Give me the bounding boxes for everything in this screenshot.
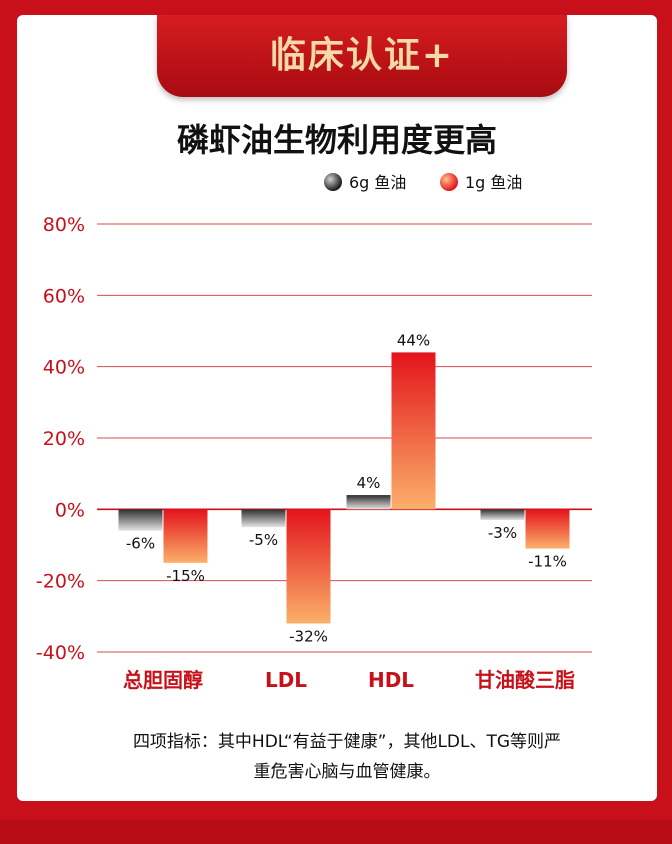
- header-banner: 临床认证+: [157, 15, 567, 97]
- bar-chart: 80% 60% 40% 20% 0% -20% -40% -6% -15% 总胆固醇 -5% -32…: [36, 173, 592, 692]
- grid-lines: 80% 60% 40% 20% 0% -20% -40%: [36, 214, 592, 664]
- data-labels: -6% -15% 总胆固醇 -5% -32% LDL 4% 44% HDL -3% -11% 甘油酸三…: [123, 331, 575, 692]
- chart-title: 磷虾油生物利用度更高: [176, 121, 497, 159]
- footnote-line-1: 四项指标：其中HDL“有益于健康”，其他LDL、TG等则严: [132, 732, 562, 752]
- y-tick-label: 0%: [55, 499, 85, 521]
- x-category-label: 甘油酸三脂: [475, 668, 575, 692]
- y-tick-label: -40%: [36, 642, 85, 664]
- legend-marker: [324, 173, 342, 191]
- bottom-strip: [0, 820, 672, 844]
- data-label: -5%: [249, 531, 278, 549]
- bar: [480, 509, 525, 521]
- bar: [391, 352, 436, 510]
- bar: [346, 495, 391, 510]
- footnote: 四项指标：其中HDL“有益于健康”，其他LDL、TG等则严 重危害心脑与血管健康…: [77, 727, 617, 787]
- x-category-label: LDL: [265, 668, 307, 692]
- y-tick-label: 40%: [43, 357, 85, 379]
- legend-label: 1g 鱼油: [465, 173, 522, 192]
- data-label: 44%: [397, 331, 430, 349]
- y-tick-label: 20%: [43, 428, 85, 450]
- x-category-label: 总胆固醇: [123, 668, 203, 692]
- content-card: 临床认证+ 磷虾油生物利用度更高 80% 60% 40% 20% 0% -20% -40%: [17, 15, 657, 801]
- bar: [118, 509, 163, 531]
- data-label: -11%: [528, 553, 567, 571]
- data-label: -6%: [126, 535, 155, 553]
- banner-title: 临床认证+: [269, 35, 455, 76]
- legend: 6g 鱼油 1g 鱼油: [324, 173, 522, 192]
- data-label: -15%: [166, 567, 205, 585]
- y-tick-label: 80%: [43, 214, 85, 236]
- bar: [241, 509, 286, 528]
- bar: [525, 509, 570, 549]
- data-label: 4%: [357, 474, 381, 492]
- footnote-line-2: 重危害心脑与血管健康。: [253, 762, 441, 782]
- bar: [163, 509, 208, 563]
- y-tick-label: -20%: [36, 571, 85, 593]
- x-category-label: HDL: [368, 668, 414, 692]
- legend-label: 6g 鱼油: [349, 173, 406, 192]
- bar: [286, 509, 331, 624]
- data-label: -3%: [488, 524, 517, 542]
- bars: [118, 352, 570, 624]
- legend-marker: [440, 173, 458, 191]
- data-label: -32%: [289, 627, 328, 645]
- y-tick-label: 60%: [43, 285, 85, 307]
